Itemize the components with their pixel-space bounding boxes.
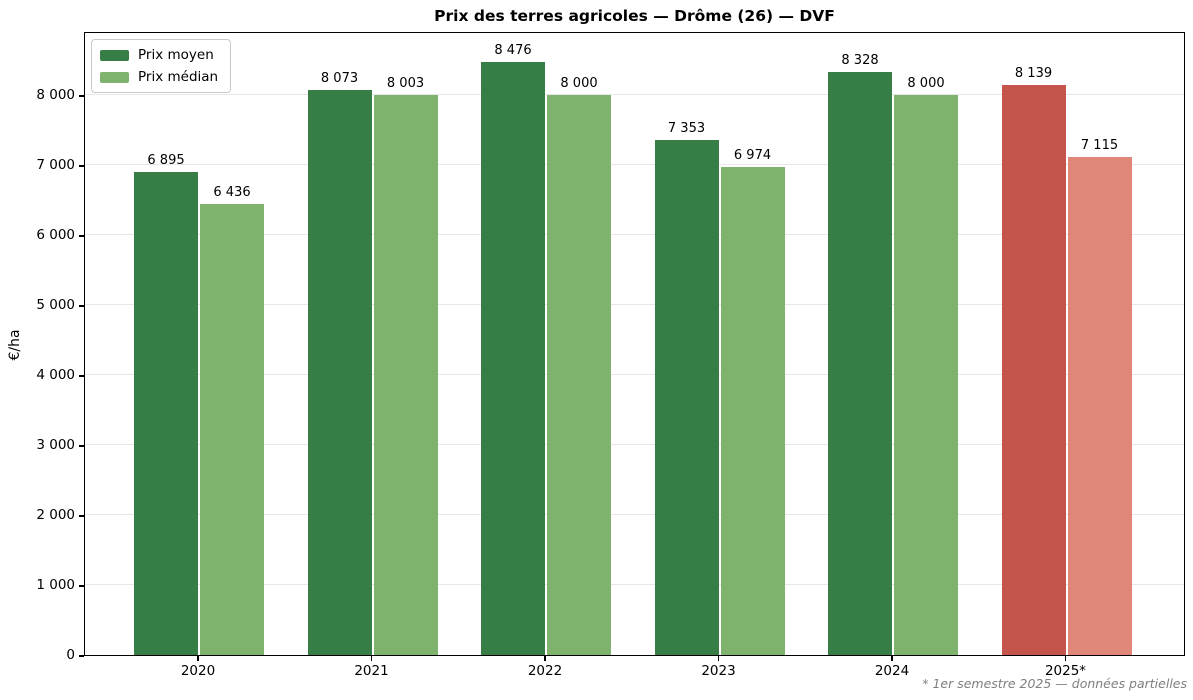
bar-value-label: 8 139 bbox=[1014, 66, 1053, 82]
y-tick-label: 8 000 bbox=[36, 86, 75, 103]
bar-moyen-2025 bbox=[1001, 85, 1066, 655]
bar-value-label: 8 000 bbox=[907, 75, 945, 91]
gridline bbox=[85, 584, 1184, 585]
y-axis-title: €/ha bbox=[7, 329, 23, 361]
bar-median-2024 bbox=[894, 94, 958, 655]
bar-median-2020 bbox=[200, 204, 264, 655]
y-tick-mark bbox=[79, 655, 84, 657]
gridline bbox=[85, 93, 1184, 95]
legend: Prix moyen Prix médian bbox=[91, 39, 232, 93]
legend-label: Prix moyen bbox=[138, 47, 214, 63]
y-tick-mark bbox=[79, 585, 84, 587]
y-tick-mark bbox=[79, 305, 84, 307]
gridline bbox=[85, 163, 1184, 165]
x-tick-label: 2024 bbox=[874, 663, 910, 679]
y-tick-mark bbox=[79, 235, 84, 237]
legend-swatch bbox=[100, 71, 129, 83]
gridline bbox=[85, 234, 1184, 235]
bar-value-label: 8 073 bbox=[320, 70, 359, 86]
bar-median-2025 bbox=[1067, 156, 1132, 655]
y-tick-mark bbox=[79, 515, 84, 517]
y-tick-label: 6 000 bbox=[36, 226, 75, 243]
bar-value-label: 8 328 bbox=[841, 53, 879, 69]
y-tick-label: 7 000 bbox=[36, 156, 75, 173]
y-tick-label: 1 000 bbox=[36, 576, 75, 593]
bar-value-label: 6 436 bbox=[213, 185, 251, 201]
y-tick-mark bbox=[79, 165, 84, 167]
x-tick-mark bbox=[370, 656, 373, 661]
gridline bbox=[85, 304, 1184, 305]
bar-value-label: 7 353 bbox=[667, 121, 706, 137]
bar-value-label: 6 895 bbox=[147, 153, 185, 169]
bar-value-label: 8 003 bbox=[386, 75, 425, 91]
x-tick-mark bbox=[1064, 656, 1067, 661]
x-tick-mark bbox=[717, 656, 720, 661]
y-tick-label: 2 000 bbox=[36, 506, 75, 523]
bar-moyen-2021 bbox=[307, 89, 372, 655]
chart-title: Prix des terres agricoles — Drôme (26) —… bbox=[434, 7, 835, 25]
gridline bbox=[85, 514, 1184, 515]
bar-median-2021 bbox=[373, 94, 438, 655]
y-tick-label: 4 000 bbox=[36, 366, 75, 383]
plot-area: 6 895 6 436 8 073 8 003 8 476 8 000 7 353 6 974… bbox=[84, 32, 1185, 656]
legend-label: Prix médian bbox=[138, 69, 219, 85]
y-tick-label: 5 000 bbox=[36, 296, 75, 313]
x-tick-label: 2025* bbox=[1044, 663, 1087, 679]
y-tick-mark bbox=[79, 445, 84, 447]
bar-median-2023 bbox=[720, 166, 785, 655]
y-tick-label: 0 bbox=[66, 647, 75, 663]
x-tick-mark bbox=[891, 656, 893, 661]
y-tick-mark bbox=[79, 95, 84, 97]
x-tick-label: 2022 bbox=[527, 663, 563, 679]
legend-swatch bbox=[100, 49, 129, 61]
gridline bbox=[85, 374, 1184, 375]
bar-moyen-2023 bbox=[654, 140, 719, 655]
bar-value-label: 7 115 bbox=[1080, 137, 1119, 153]
bar-moyen-2020 bbox=[134, 172, 198, 655]
legend-row: Prix moyen bbox=[100, 47, 218, 63]
y-tick-mark bbox=[79, 375, 84, 377]
x-tick-label: 2021 bbox=[354, 663, 389, 679]
bar-moyen-2024 bbox=[828, 72, 892, 655]
bar-value-label: 8 000 bbox=[560, 75, 598, 91]
bar-median-2022 bbox=[547, 94, 611, 655]
gridline bbox=[85, 444, 1184, 445]
x-tick-label: 2023 bbox=[701, 663, 736, 679]
x-tick-mark bbox=[197, 656, 199, 661]
x-tick-label: 2020 bbox=[180, 663, 216, 679]
footnote: * 1er semestre 2025 — données partielles bbox=[922, 676, 1187, 691]
bar-moyen-2022 bbox=[481, 61, 545, 655]
bar-value-label: 8 476 bbox=[494, 42, 532, 58]
x-tick-mark bbox=[544, 656, 546, 661]
legend-row: Prix médian bbox=[100, 69, 218, 85]
y-tick-label: 3 000 bbox=[36, 436, 75, 453]
bar-value-label: 6 974 bbox=[733, 147, 772, 163]
